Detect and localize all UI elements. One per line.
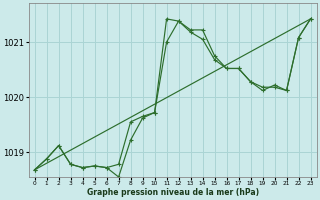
X-axis label: Graphe pression niveau de la mer (hPa): Graphe pression niveau de la mer (hPa) (86, 188, 259, 197)
